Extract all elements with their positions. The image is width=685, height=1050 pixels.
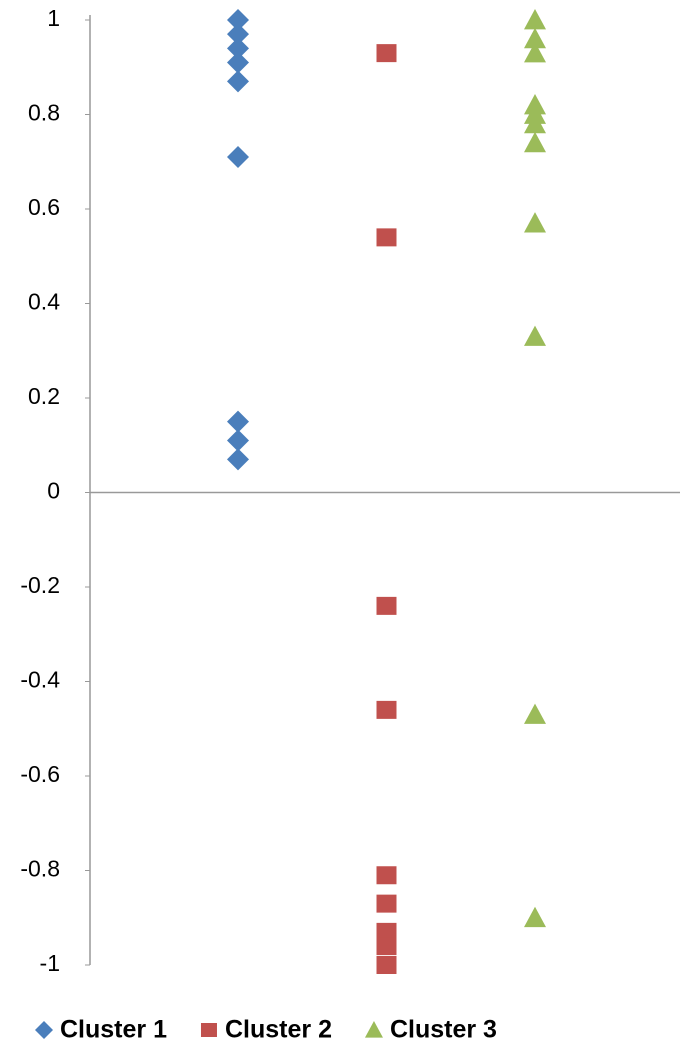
legend-marker: [35, 1021, 53, 1039]
point: [227, 448, 249, 471]
y-tick-label: -0.2: [20, 572, 60, 598]
y-tick-label: -0.8: [20, 856, 60, 882]
y-tick-label: 0: [47, 478, 60, 504]
legend-marker: [200, 1023, 217, 1037]
y-tick-label: -0.6: [20, 761, 60, 787]
point: [227, 37, 249, 60]
point: [524, 703, 546, 724]
point: [227, 410, 249, 433]
point: [227, 51, 249, 74]
legend-label: Cluster 2: [225, 1016, 332, 1044]
y-tick-label: 0.4: [28, 289, 60, 315]
point: [227, 429, 249, 452]
point: [376, 866, 397, 885]
point: [524, 112, 546, 134]
point: [376, 700, 397, 719]
legend-label: Cluster 3: [390, 1016, 497, 1044]
y-tick-label: -0.4: [20, 667, 60, 693]
legend-label: Cluster 1: [60, 1016, 167, 1044]
point: [524, 906, 546, 928]
y-tick-label: 0.6: [28, 194, 60, 220]
point: [227, 9, 249, 31]
legend-marker: [364, 1021, 383, 1038]
point: [524, 212, 546, 233]
point: [227, 146, 249, 169]
point: [376, 937, 397, 956]
y-tick-label: 0.2: [28, 383, 60, 409]
y-tick-label: 0.8: [28, 100, 60, 126]
point: [524, 27, 546, 49]
point: [227, 23, 249, 46]
point: [376, 894, 397, 913]
point: [376, 596, 397, 615]
point: [524, 9, 546, 30]
point: [376, 228, 397, 247]
point: [524, 42, 546, 63]
point: [376, 956, 397, 974]
point: [227, 70, 249, 93]
y-tick-label: -1: [40, 950, 60, 976]
point: [376, 922, 397, 941]
y-tick-label: 1: [47, 5, 60, 31]
point: [524, 325, 546, 346]
point: [524, 131, 546, 153]
point: [376, 44, 397, 63]
